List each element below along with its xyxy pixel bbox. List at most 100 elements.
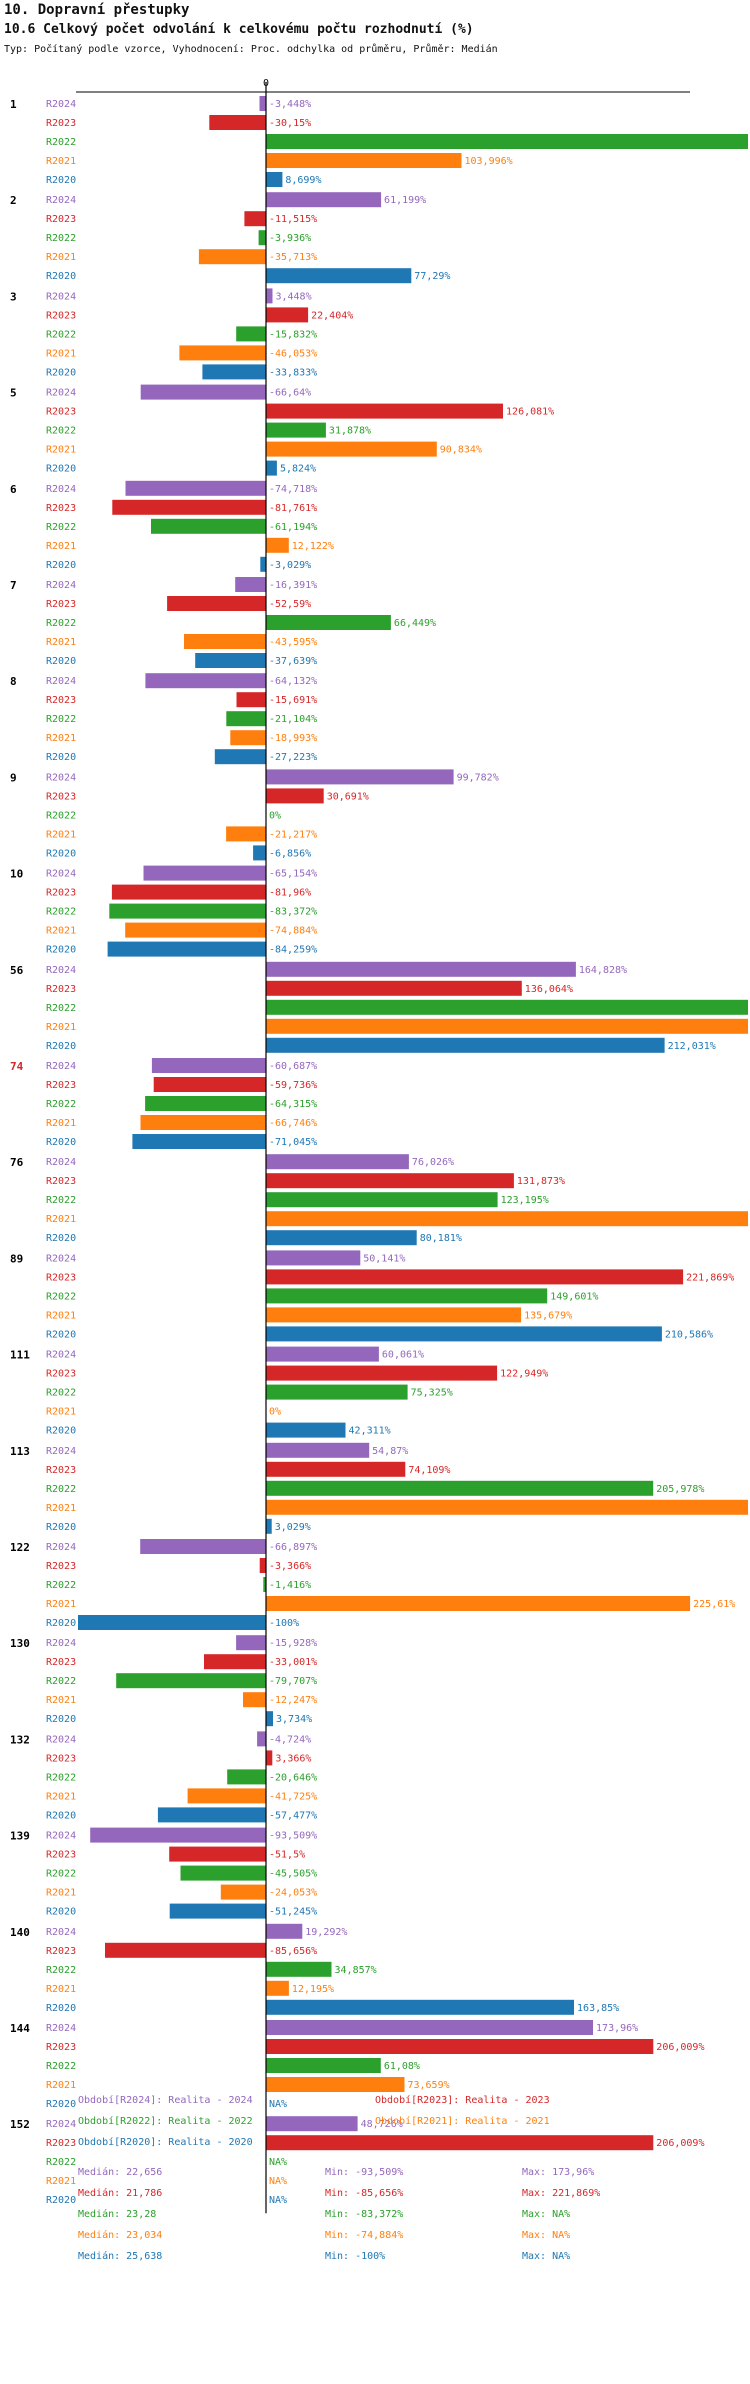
bar-9-R2023 <box>266 788 324 804</box>
bar-5-R2020 <box>266 460 277 476</box>
bar-1-R2024 <box>259 96 266 111</box>
bar-56-R2020 <box>266 1037 665 1053</box>
group-label-56: 56 <box>10 964 24 977</box>
series-label: R2022 <box>46 329 76 340</box>
series-label: R2022 <box>46 1195 76 1206</box>
stat-max-R2024: Max: 173,96% <box>522 2167 595 2178</box>
series-label: R2023 <box>46 1465 76 1476</box>
bar-76-R2021 <box>266 1211 748 1227</box>
data-label: 66,449% <box>394 618 436 629</box>
series-label: R2021 <box>46 1599 76 1610</box>
data-label: NA% <box>269 2195 287 2206</box>
data-label: -84,259% <box>269 945 317 956</box>
data-label: -11,515% <box>269 214 317 225</box>
data-label: 221,869% <box>686 1272 734 1283</box>
series-label: R2020 <box>46 271 76 282</box>
series-label: R2020 <box>46 1522 76 1533</box>
series-label: R2020 <box>46 175 76 186</box>
data-label: -33,001% <box>269 1657 317 1668</box>
series-label: R2024 <box>46 291 76 302</box>
data-label: -41,725% <box>269 1791 317 1802</box>
data-label: 206,009% <box>656 2138 704 2149</box>
group-label-10: 10 <box>10 868 23 881</box>
bar-113-R2024 <box>266 1442 370 1458</box>
group-label-7: 7 <box>10 579 17 592</box>
series-label: R2024 <box>46 195 76 206</box>
series-label: R2024 <box>46 580 76 591</box>
bar-2-R2023 <box>244 211 266 227</box>
bar-144-R2022 <box>266 2058 381 2073</box>
series-label: R2023 <box>46 2138 76 2149</box>
series-label: R2022 <box>46 1003 76 1014</box>
legend-item-R2022: Období[R2022]: Realita - 2022 <box>78 2116 253 2127</box>
stat-median-R2021: Medián: 23,034 <box>78 2230 163 2241</box>
bar-7-R2023 <box>167 596 266 611</box>
data-label: -1,416% <box>269 1580 311 1591</box>
series-label: R2024 <box>46 1638 76 1649</box>
series-label: R2021 <box>46 1214 76 1225</box>
series-label: R2023 <box>46 1369 76 1380</box>
bar-10-R2023 <box>111 884 267 900</box>
bar-113-R2022 <box>266 1480 654 1496</box>
group-label-139: 139 <box>10 1830 30 1843</box>
stat-min-R2024: Min: -93,509% <box>325 2167 404 2178</box>
data-label: -83,372% <box>269 907 317 918</box>
bar-152-R2024 <box>266 2116 358 2132</box>
group-label-111: 111 <box>10 1349 30 1362</box>
bar-6-R2021 <box>266 537 289 553</box>
data-label: 122,949% <box>500 1369 548 1380</box>
bar-8-R2024 <box>145 673 266 689</box>
data-label: 3,366% <box>275 1753 311 1764</box>
group-label-152: 152 <box>10 2118 30 2131</box>
bar-56-R2023 <box>266 980 522 996</box>
stat-min-R2023: Min: -85,656% <box>325 2188 404 2199</box>
series-label: R2023 <box>46 1272 76 1283</box>
bar-7-R2021 <box>184 634 266 649</box>
data-label: -60,687% <box>269 1061 317 1072</box>
bar-56-R2021 <box>266 1018 748 1034</box>
legend-item-R2021: Období[R2021]: Realita - 2021 <box>375 2116 550 2127</box>
data-label: -15,691% <box>269 695 317 706</box>
data-label: 80,181% <box>420 1233 462 1244</box>
bar-5-R2023 <box>266 403 503 419</box>
stat-median-R2022: Medián: 23,28 <box>78 2209 157 2220</box>
data-label: 54,87% <box>372 1446 408 1457</box>
series-label: R2021 <box>46 1022 76 1033</box>
series-label: R2022 <box>46 426 76 437</box>
series-label: R2024 <box>46 1734 76 1745</box>
series-label: R2023 <box>46 2042 76 2053</box>
data-label: -20,646% <box>269 1772 317 1783</box>
series-label: R2023 <box>46 1176 76 1187</box>
data-label: 34,857% <box>335 1965 377 1976</box>
series-label: R2022 <box>46 1676 76 1687</box>
series-label: R2024 <box>46 99 76 110</box>
group-label-113: 113 <box>10 1445 30 1458</box>
series-label: R2020 <box>46 1041 76 1052</box>
series-label: R2022 <box>46 1772 76 1783</box>
series-label: R2024 <box>46 2023 76 2034</box>
data-label: -52,59% <box>269 599 311 610</box>
series-label: R2020 <box>46 2099 76 2110</box>
data-label: -33,833% <box>269 367 317 378</box>
series-label: R2022 <box>46 714 76 725</box>
series-label: R2024 <box>46 388 76 399</box>
data-label: 22,404% <box>311 310 353 321</box>
data-label: 3,734% <box>276 1714 312 1725</box>
data-label: 210,586% <box>665 1329 713 1340</box>
series-label: R2021 <box>46 637 76 648</box>
group-label-122: 122 <box>10 1541 30 1554</box>
bar-2-R2021 <box>198 249 266 265</box>
bar-89-R2024 <box>266 1250 361 1266</box>
stat-min-R2021: Min: -74,884% <box>325 2230 404 2241</box>
data-label: -30,15% <box>269 118 311 129</box>
series-label: R2024 <box>46 484 76 495</box>
series-label: R2021 <box>46 1791 76 1802</box>
bar-5-R2022 <box>266 422 326 438</box>
series-label: R2023 <box>46 1753 76 1764</box>
bar-111-R2022 <box>266 1384 408 1400</box>
bar-76-R2023 <box>266 1173 514 1189</box>
data-label: -93,509% <box>269 1831 317 1842</box>
series-label: R2023 <box>46 214 76 225</box>
series-label: R2021 <box>46 1407 76 1418</box>
group-label-132: 132 <box>10 1733 30 1746</box>
